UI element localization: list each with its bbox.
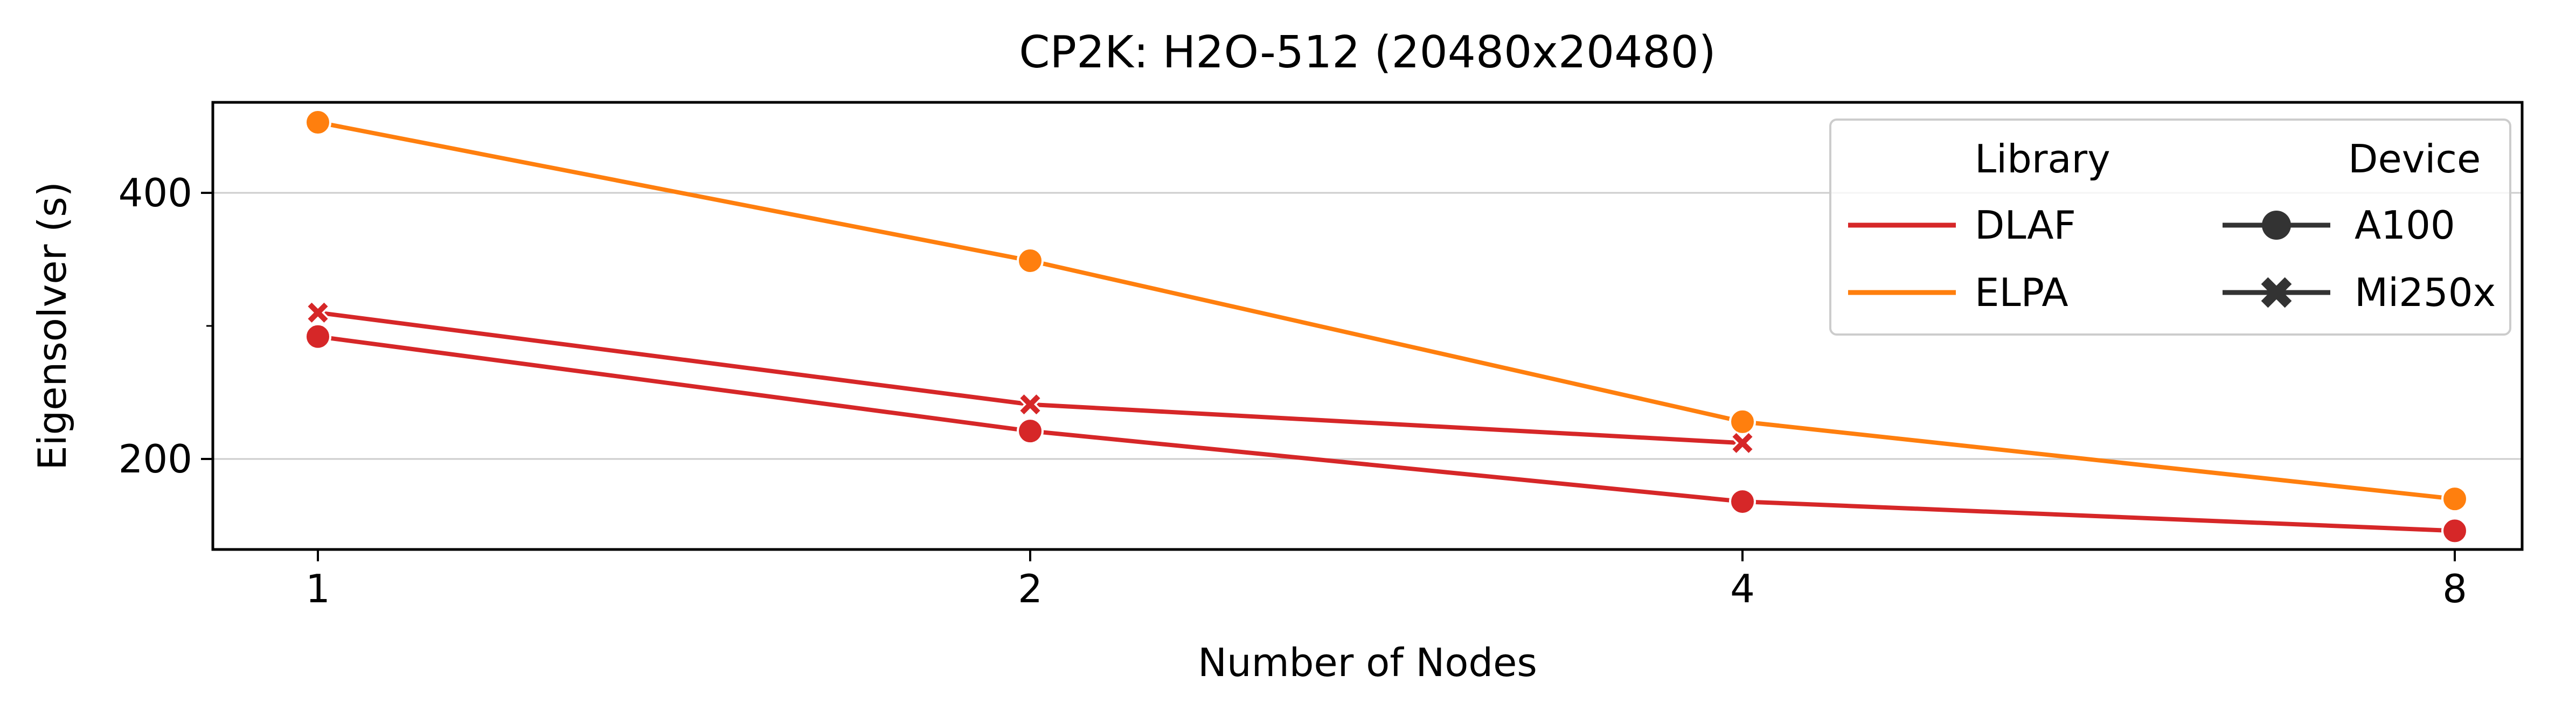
data-point-dlaf-a100	[2441, 517, 2468, 545]
legend-label-a100: A100	[2355, 203, 2455, 248]
data-point-dlaf-mi250x	[1018, 393, 1042, 416]
data-point-dlaf-mi250x	[306, 301, 330, 324]
chart-title: CP2K: H2O-512 (20480x20480)	[1019, 27, 1716, 78]
y-tick-label: 200	[119, 436, 192, 482]
x-axis-label: Number of Nodes	[1198, 640, 1537, 685]
data-point-dlaf-a100	[1729, 488, 1756, 516]
y-tick-label: 400	[119, 170, 192, 215]
series-layer	[304, 109, 2468, 545]
data-point-elpa-a100	[1017, 247, 1044, 274]
legend: Library Device DLAF ELPA A100 Mi250x	[1829, 119, 2511, 336]
legend-label-elpa: ELPA	[1975, 270, 2068, 315]
marker-x	[1732, 433, 1753, 453]
x-tick-label: 1	[305, 566, 330, 611]
axes: 200 400 1 2 4 8	[119, 170, 2467, 611]
data-point-dlaf-a100	[304, 323, 331, 350]
legend-label-mi250x: Mi250x	[2355, 270, 2496, 315]
marker-x	[1020, 394, 1040, 415]
x-tick-label: 4	[1730, 566, 1755, 611]
legend-marker-circle	[2262, 211, 2291, 240]
legend-title-device: Device	[2348, 136, 2481, 182]
legend-marker-x	[2261, 277, 2292, 308]
legend-title-library: Library	[1975, 136, 2110, 182]
legend-label-dlaf: DLAF	[1975, 203, 2076, 248]
data-point-elpa-a100	[304, 109, 331, 136]
data-point-elpa-a100	[1729, 408, 1756, 435]
data-point-elpa-a100	[2441, 485, 2468, 513]
marker-x	[308, 302, 328, 323]
x-tick-label: 8	[2442, 566, 2467, 611]
series-line-elpa-a100	[317, 120, 2455, 502]
data-point-dlaf-mi250x	[1731, 431, 1754, 455]
y-axis-label: Eigensolver (s)	[30, 182, 75, 470]
x-tick-label: 2	[1018, 566, 1043, 611]
data-point-dlaf-a100	[1017, 417, 1044, 445]
legend-frame	[1829, 119, 2511, 336]
series-line-dlaf-a100	[317, 334, 2455, 533]
